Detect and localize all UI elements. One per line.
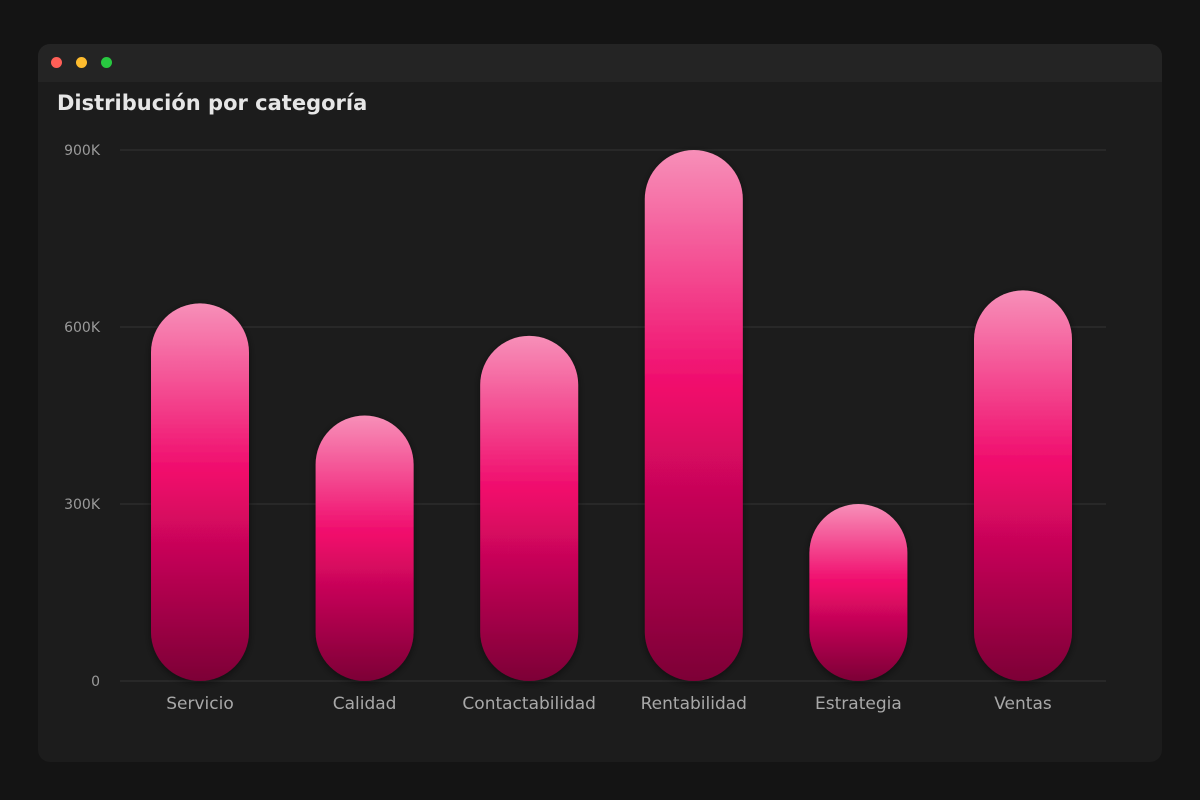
bar-servicio[interactable] [151,303,249,681]
x-tick-label: Rentabilidad [641,694,747,714]
close-button[interactable] [51,57,62,68]
bar-rentabilidad[interactable] [644,150,743,681]
x-tick-label: Ventas [994,694,1052,714]
minimize-button[interactable] [76,57,87,68]
y-tick-label: 900K [64,143,101,159]
y-tick-label: 0 [91,674,100,690]
x-tick-label: Servicio [166,694,234,714]
bar-calidad[interactable] [315,415,414,682]
x-tick-label: Contactabilidad [462,694,596,714]
x-tick-label: Estrategia [815,694,902,714]
y-tick-label: 600K [64,320,101,336]
y-tick-label: 300K [64,497,101,513]
bar-ventas[interactable] [974,290,1072,681]
maximize-button[interactable] [101,57,112,68]
bar-contactabilidad[interactable] [480,335,579,681]
title-bar [38,44,1162,82]
x-tick-label: Calidad [333,694,397,714]
bar-estrategia[interactable] [809,504,908,681]
chart-title: Distribución por categoría [57,91,368,115]
